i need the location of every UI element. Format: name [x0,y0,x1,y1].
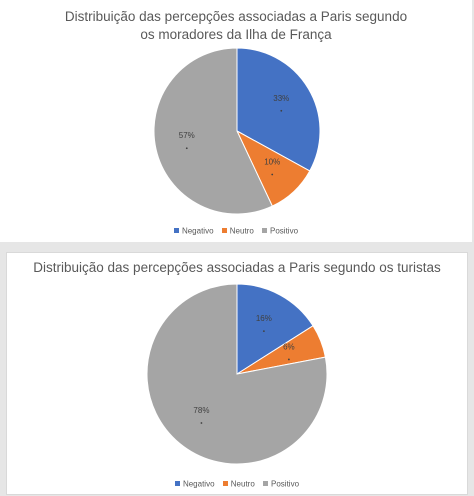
legend-item-neutro[interactable]: Neutro [222,479,255,489]
data-label-positivo: 78% [193,406,209,415]
pie-chart-tourists: 16% 6% 78% [146,283,328,465]
pie-slice-negativo[interactable] [236,283,314,375]
legend-item-negativo[interactable]: Negativo [173,226,214,236]
legend-swatch-positivo [263,481,269,487]
legend-label: Positivo [270,226,299,236]
chart-title: Distribuição das percepções associadas a… [0,8,472,44]
chart-panel-residents: Distribuição das percepções associadas a… [0,0,472,242]
chart-title-line-1: Distribuição das percepções associadas a… [33,260,441,275]
chart-title-line-2: os moradores da Ilha de França [140,27,332,42]
pie-slice-negativo[interactable] [236,47,321,172]
data-label-marker [271,173,274,176]
data-label-marker [185,147,188,150]
data-label-neutro: 10% [264,158,280,167]
legend-swatch-neutro [222,481,228,487]
legend-label: Negativo [182,479,215,489]
legend-swatch-neutro [221,228,227,234]
chart-legend: Negativo Neutro Positivo [0,226,472,235]
legend-label: Neutro [229,226,254,236]
legend-item-neutro[interactable]: Neutro [221,226,254,236]
legend-item-positivo[interactable]: Positivo [262,226,298,235]
legend-swatch-positivo [262,228,268,234]
chart-title-line-1: Distribuição das percepções associadas a… [64,9,408,24]
legend-item-negativo[interactable]: Negativo [174,479,215,489]
data-label-marker [280,109,283,112]
data-label-marker [262,330,265,333]
pie-slice-positivo[interactable] [146,283,328,465]
legend-swatch-negativo [174,481,180,487]
pie-chart-residents: 33% 10% 57% [153,47,321,215]
chart-title: Distribuição das percepções associadas a… [7,259,467,277]
chart-panel-tourists: Distribuição das percepções associadas a… [6,252,468,495]
legend-swatch-negativo [173,228,179,234]
data-label-marker [200,422,203,424]
data-label-marker [287,358,290,361]
legend-label: Positivo [271,479,300,489]
data-label-positivo: 57% [179,131,195,140]
pie-slice-positivo[interactable] [153,47,274,215]
data-label-neutro: 6% [283,342,295,351]
legend-item-positivo[interactable]: Positivo [263,479,299,488]
legend-label: Neutro [230,479,255,489]
chart-legend: Negativo Neutro Positivo [7,479,467,488]
legend-label: Negativo [181,226,214,236]
data-label-negativo: 16% [256,314,272,323]
data-label-negativo: 33% [273,94,289,103]
